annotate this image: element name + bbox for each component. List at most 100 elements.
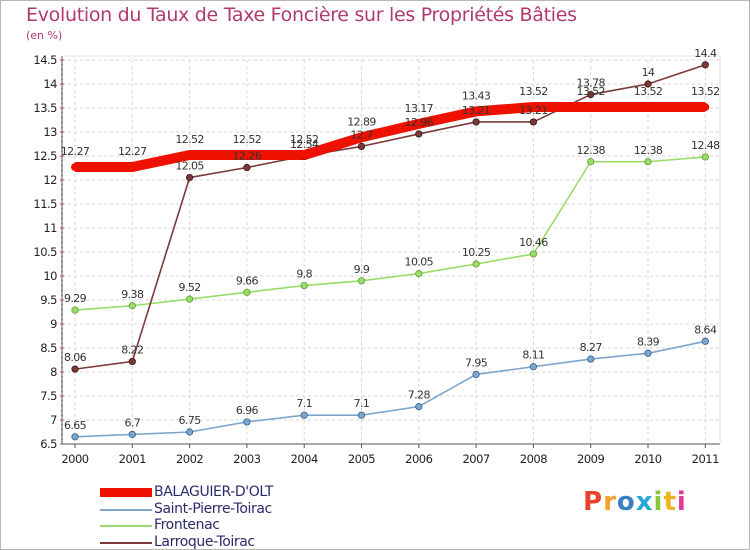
proxiti-logo: Proxiti bbox=[583, 487, 687, 517]
data-label-saint-pierre-toirac: 6.7 bbox=[124, 416, 140, 429]
point-frontenac bbox=[186, 295, 194, 303]
x-tick-label: 2010 bbox=[634, 452, 661, 466]
point-larroque-toirac bbox=[644, 80, 652, 88]
y-tick-label: 14 bbox=[43, 77, 57, 91]
legend-swatch bbox=[100, 541, 152, 544]
legend-swatch bbox=[100, 488, 152, 497]
point-balaguier-d-olt bbox=[701, 103, 710, 112]
series-lines bbox=[74, 64, 706, 438]
data-label-balaguier-d-olt: 12.89 bbox=[347, 115, 376, 128]
series-line-larroque-toirac bbox=[74, 64, 706, 370]
legend-label: Saint-Pierre-Toirac bbox=[154, 500, 272, 517]
y-tick-label: 9 bbox=[50, 317, 57, 331]
data-label-frontenac: 12.38 bbox=[576, 144, 605, 157]
data-label-balaguier-d-olt: 13.43 bbox=[462, 89, 491, 102]
point-frontenac bbox=[529, 250, 538, 258]
x-tick-label: 2001 bbox=[119, 452, 146, 466]
point-saint-pierre-toirac bbox=[243, 418, 251, 426]
point-balaguier-d-olt bbox=[357, 133, 366, 142]
point-frontenac bbox=[243, 288, 251, 296]
point-balaguier-d-olt bbox=[414, 119, 423, 128]
data-label-balaguier-d-olt: 13.17 bbox=[405, 102, 434, 115]
point-balaguier-d-olt bbox=[644, 103, 652, 112]
data-label-larroque-toirac: 12.26 bbox=[233, 150, 262, 163]
legend-swatch bbox=[100, 508, 152, 511]
logo-letter: i bbox=[676, 487, 687, 517]
point-larroque-toirac bbox=[71, 365, 79, 373]
data-label-frontenac: 12.48 bbox=[691, 139, 720, 152]
point-saint-pierre-toirac bbox=[300, 411, 308, 419]
data-label-frontenac: 9.8 bbox=[296, 268, 312, 281]
data-label-saint-pierre-toirac: 8.11 bbox=[522, 349, 544, 362]
point-saint-pierre-toirac bbox=[186, 428, 194, 436]
grid bbox=[62, 59, 720, 445]
point-saint-pierre-toirac bbox=[415, 402, 423, 411]
series-line-frontenac bbox=[74, 156, 706, 311]
legend-swatch bbox=[100, 525, 152, 527]
data-label-larroque-toirac: 12.05 bbox=[175, 160, 204, 173]
logo-letter: x bbox=[635, 487, 654, 517]
y-tick-label: 13.5 bbox=[33, 101, 57, 115]
point-frontenac bbox=[587, 158, 595, 166]
point-frontenac bbox=[701, 153, 709, 161]
data-label-balaguier-d-olt: 13.52 bbox=[634, 85, 663, 98]
point-saint-pierre-toirac bbox=[587, 355, 595, 363]
x-tick-label: 2004 bbox=[291, 452, 318, 466]
data-label-larroque-toirac: 8.06 bbox=[64, 351, 87, 364]
data-label-balaguier-d-olt: 13.52 bbox=[691, 85, 720, 98]
point-larroque-toirac bbox=[128, 357, 136, 366]
data-label-balaguier-d-olt: 13.52 bbox=[519, 85, 548, 98]
data-label-balaguier-d-olt: 12.27 bbox=[118, 145, 147, 158]
point-larroque-toirac bbox=[701, 61, 709, 69]
data-label-frontenac: 9.66 bbox=[236, 274, 259, 287]
point-balaguier-d-olt bbox=[185, 151, 194, 160]
chart-title: Evolution du Taux de Taxe Foncière sur l… bbox=[26, 4, 577, 26]
point-larroque-toirac bbox=[472, 118, 480, 126]
point-larroque-toirac bbox=[529, 118, 538, 126]
y-tick-label: 10.5 bbox=[33, 245, 57, 259]
point-balaguier-d-olt bbox=[529, 103, 538, 112]
data-label-balaguier-d-olt: 12.52 bbox=[175, 133, 204, 146]
y-tick-label: 11 bbox=[43, 221, 57, 235]
x-tick-label: 2008 bbox=[520, 452, 547, 466]
data-label-larroque-toirac: 14 bbox=[642, 66, 655, 79]
x-tick-label: 2006 bbox=[405, 452, 432, 466]
x-tick-label: 2011 bbox=[692, 452, 719, 466]
data-label-saint-pierre-toirac: 7.1 bbox=[354, 397, 370, 410]
data-label-saint-pierre-toirac: 8.39 bbox=[637, 335, 660, 348]
data-label-frontenac: 10.46 bbox=[519, 236, 548, 249]
point-saint-pierre-toirac bbox=[128, 430, 136, 438]
point-larroque-toirac bbox=[357, 142, 366, 150]
data-label-frontenac: 10.25 bbox=[462, 246, 491, 259]
data-label-larroque-toirac: 14.4 bbox=[694, 47, 717, 60]
point-larroque-toirac bbox=[587, 90, 595, 99]
x-tick-label: 2000 bbox=[61, 452, 88, 466]
logo-letter: o bbox=[616, 487, 636, 517]
x-tick-label: 2007 bbox=[462, 452, 489, 466]
legend-label: Frontenac bbox=[154, 517, 220, 533]
point-frontenac bbox=[128, 302, 136, 310]
point-balaguier-d-olt bbox=[242, 151, 251, 160]
point-larroque-toirac bbox=[415, 130, 423, 138]
logo-letter: P bbox=[583, 487, 604, 517]
point-balaguier-d-olt bbox=[300, 151, 309, 160]
logo-letter: t bbox=[663, 487, 677, 517]
y-tick-label: 14.5 bbox=[33, 53, 57, 67]
point-saint-pierre-toirac bbox=[71, 433, 79, 441]
logo-letter: r bbox=[603, 487, 617, 517]
point-saint-pierre-toirac bbox=[701, 337, 709, 345]
data-label-saint-pierre-toirac: 7.28 bbox=[408, 389, 431, 402]
y-tick-label: 8.5 bbox=[40, 341, 57, 355]
data-label-larroque-toirac: 13.78 bbox=[576, 77, 605, 90]
y-tick-label: 6.5 bbox=[40, 437, 57, 451]
data-label-saint-pierre-toirac: 6.75 bbox=[179, 414, 202, 427]
y-axis-unit: (en %) bbox=[26, 29, 63, 42]
x-tick-label: 2005 bbox=[348, 452, 375, 466]
y-tick-label: 10 bbox=[43, 269, 57, 283]
logo-letter: i bbox=[653, 487, 664, 517]
point-frontenac bbox=[300, 281, 308, 290]
data-label-frontenac: 9.52 bbox=[179, 281, 201, 294]
data-label-saint-pierre-toirac: 8.64 bbox=[694, 323, 717, 336]
point-larroque-toirac bbox=[243, 163, 251, 172]
series-line-saint-pierre-toirac bbox=[74, 340, 706, 438]
